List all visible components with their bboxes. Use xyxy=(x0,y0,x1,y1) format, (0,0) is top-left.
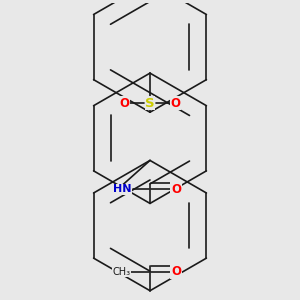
Text: CH₃: CH₃ xyxy=(112,267,130,277)
Text: O: O xyxy=(120,97,130,110)
Text: O: O xyxy=(171,265,181,278)
Text: S: S xyxy=(145,97,155,110)
Text: HN: HN xyxy=(113,184,131,194)
Text: O: O xyxy=(171,183,181,196)
Text: O: O xyxy=(170,97,180,110)
